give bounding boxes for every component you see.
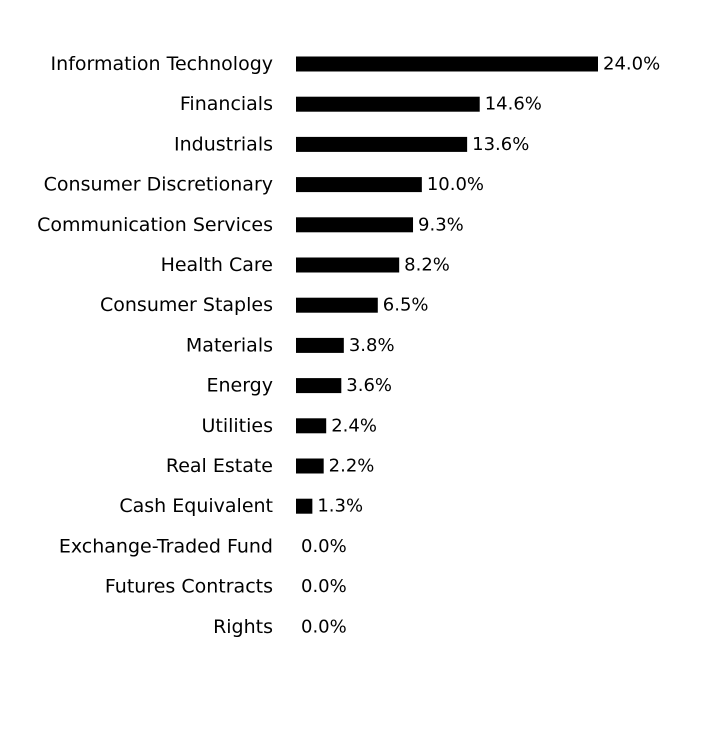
bars bbox=[296, 56, 598, 514]
category-label: Cash Equivalent bbox=[119, 495, 273, 517]
value-label: 2.4% bbox=[331, 415, 377, 436]
value-label: 0.0% bbox=[301, 536, 347, 557]
category-label: Consumer Staples bbox=[100, 294, 273, 316]
category-label: Rights bbox=[213, 616, 273, 638]
category-label: Industrials bbox=[174, 133, 273, 155]
bar bbox=[296, 56, 598, 72]
category-label: Real Estate bbox=[166, 455, 273, 477]
value-label: 1.3% bbox=[317, 496, 363, 517]
value-label: 9.3% bbox=[418, 214, 464, 235]
category-label: Energy bbox=[206, 375, 273, 397]
bar bbox=[296, 498, 313, 514]
bar bbox=[296, 297, 378, 313]
value-label: 8.2% bbox=[404, 255, 450, 276]
category-label: Consumer Discretionary bbox=[44, 174, 273, 196]
category-label: Exchange-Traded Fund bbox=[59, 535, 273, 557]
value-label: 14.6% bbox=[485, 94, 542, 115]
bar bbox=[296, 217, 414, 233]
value-label: 3.6% bbox=[346, 375, 392, 396]
bar bbox=[296, 257, 400, 273]
value-label: 10.0% bbox=[427, 174, 484, 195]
value-label: 13.6% bbox=[472, 134, 529, 155]
bar bbox=[296, 458, 324, 474]
category-label: Financials bbox=[180, 93, 273, 115]
category-labels: Information Technology Financials Industri… bbox=[37, 53, 273, 638]
value-label: 2.2% bbox=[329, 456, 375, 477]
value-label: 6.5% bbox=[383, 295, 429, 316]
bar bbox=[296, 96, 480, 112]
category-label: Health Care bbox=[161, 254, 273, 276]
value-label: 3.8% bbox=[349, 335, 395, 356]
bar bbox=[296, 177, 422, 193]
bar bbox=[296, 378, 342, 394]
value-label: 0.0% bbox=[301, 576, 347, 597]
category-label: Materials bbox=[186, 334, 273, 356]
bar bbox=[296, 418, 327, 434]
category-label: Futures Contracts bbox=[105, 576, 273, 598]
value-label: 0.0% bbox=[301, 616, 347, 637]
value-label: 24.0% bbox=[603, 54, 660, 75]
category-label: Information Technology bbox=[51, 53, 273, 75]
category-label: Utilities bbox=[201, 415, 273, 437]
bar bbox=[296, 136, 468, 152]
category-label: Communication Services bbox=[37, 214, 273, 236]
value-labels: 24.0% 14.6% 13.6% 10.0% 9.3% 8.2% 6.5% 3.8% 3.6%… bbox=[301, 54, 660, 638]
bar bbox=[296, 337, 344, 353]
